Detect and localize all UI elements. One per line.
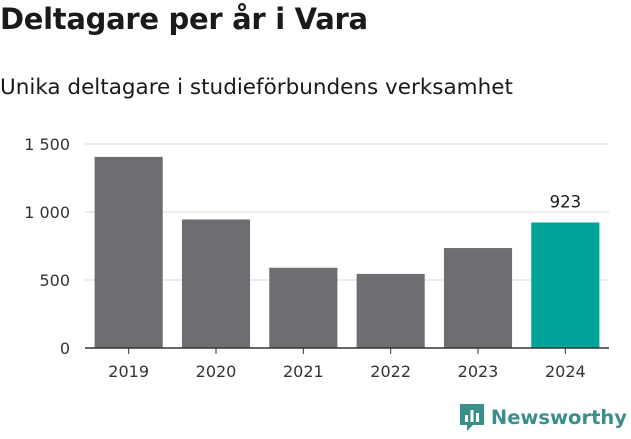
- y-tick-label: 0: [60, 339, 70, 358]
- bar-2022: [356, 273, 425, 348]
- x-tick-label: 2023: [458, 362, 499, 381]
- bar-2020: [181, 219, 251, 348]
- data-label: 923: [550, 192, 582, 211]
- gridlines: [85, 143, 609, 281]
- newsworthy-chart-icon: [459, 404, 484, 431]
- y-tick-label: 1 000: [24, 203, 70, 222]
- x-tick-label: 2024: [545, 362, 586, 381]
- bar-2019: [94, 156, 163, 348]
- y-tick-label: 1 500: [24, 135, 70, 154]
- newsworthy-logo: Newsworthy: [459, 404, 627, 431]
- y-tick-label: 500: [39, 271, 70, 290]
- bar-2021: [269, 267, 338, 348]
- x-tick-label: 2022: [370, 362, 411, 381]
- x-tick-label: 2020: [196, 362, 237, 381]
- x-tick-label: 2021: [283, 362, 324, 381]
- bar-2023: [443, 248, 513, 348]
- chart-title: Deltagare per år i Vara: [0, 2, 368, 36]
- x-tick-label: 2019: [108, 362, 149, 381]
- chart-subtitle: Unika deltagare i studieförbundens verks…: [0, 75, 513, 100]
- brand-name: Newsworthy: [490, 406, 627, 429]
- bars: [94, 156, 600, 348]
- bar-2024: [531, 222, 600, 348]
- axes: [85, 347, 609, 354]
- labels: 0 500 1 000 1 500 2019 2020 2021 2022 2023 2024 92…: [24, 135, 586, 381]
